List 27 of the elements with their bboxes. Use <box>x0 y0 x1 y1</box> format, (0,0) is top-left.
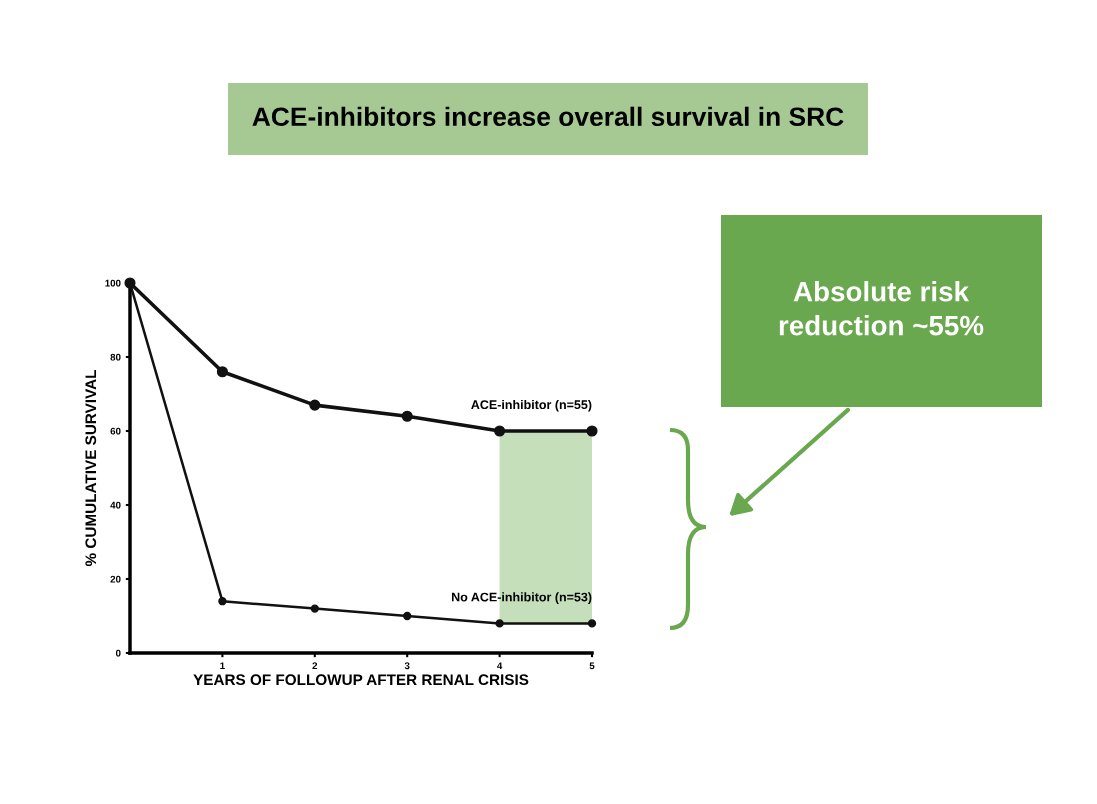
point <box>310 604 319 613</box>
y-tick-label: 20 <box>110 575 121 583</box>
point <box>587 619 597 628</box>
y-tick-label: 0 <box>115 649 121 657</box>
point <box>586 425 598 437</box>
point <box>495 619 504 628</box>
x-tick-label: 4 <box>497 662 503 670</box>
point <box>494 425 506 437</box>
x-tick-label: 5 <box>589 662 595 670</box>
series-label: ACE-inhibitor (n=55) <box>471 399 592 412</box>
point <box>218 597 227 606</box>
point <box>403 611 412 621</box>
y-tick-label: 80 <box>110 353 121 361</box>
text: Absolute risk reduction ~55% <box>779 281 984 336</box>
point <box>216 366 228 378</box>
y-tick-label: 60 <box>110 427 121 435</box>
x-tick-label: 1 <box>220 662 225 670</box>
y-axis-title: % CUMULATIVE SURVIVAL <box>85 370 97 567</box>
x-tick-label: 3 <box>404 662 410 670</box>
series-label: No ACE-inhibitor (n=53) <box>452 592 592 604</box>
x-axis-title: YEARS OF FOLLOWUP AFTER RENAL CRISIS <box>193 674 529 686</box>
y-tick-label: 40 <box>110 501 121 509</box>
x-tick-label: 2 <box>312 662 318 670</box>
point <box>401 410 413 422</box>
chart-title: ACE-inhibitors increase overall survival in SRC <box>252 106 844 127</box>
point <box>309 399 321 411</box>
y-tick-label: 100 <box>105 279 121 287</box>
